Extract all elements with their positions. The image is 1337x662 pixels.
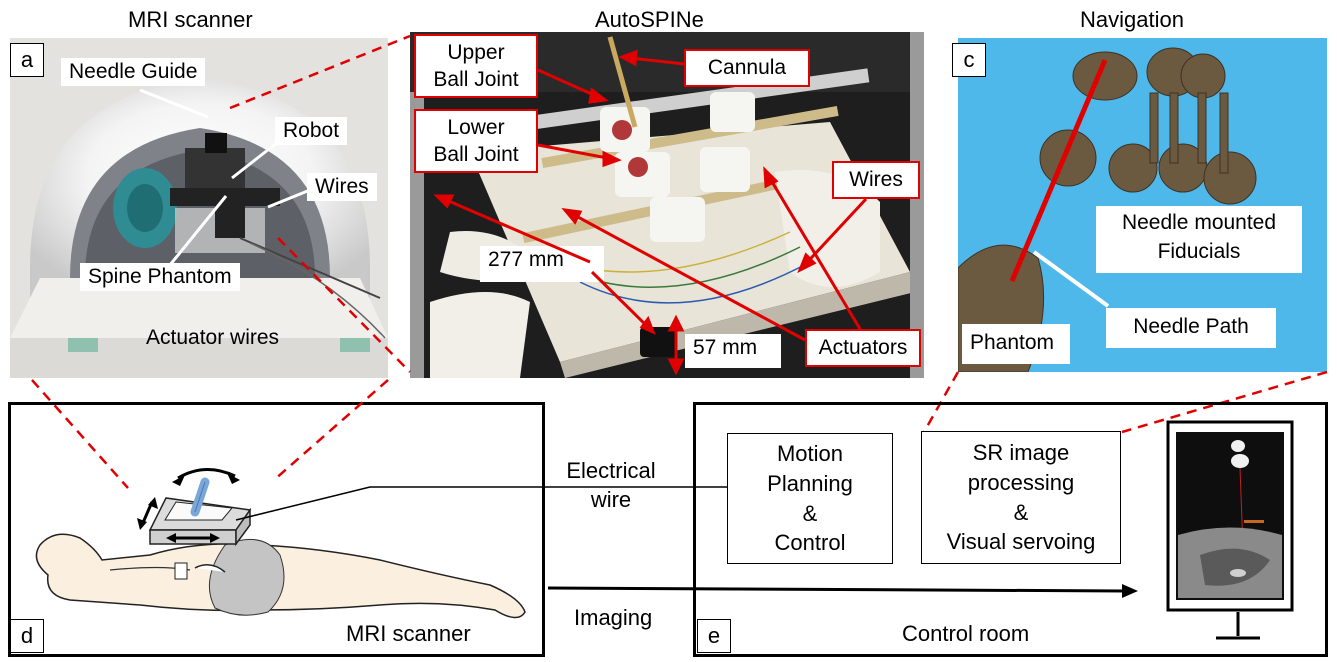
dash-a-to-d-left: [31, 379, 129, 489]
label-robot: Robot: [275, 117, 348, 145]
dash-a-to-d-right: [273, 379, 389, 481]
lower-ball-joint-text: Lower Ball Joint: [433, 115, 519, 166]
label-needle-path: Needle Path: [1106, 308, 1276, 348]
label-control-room: Control room: [902, 621, 1030, 646]
title-autospine: AutoSPINe: [595, 7, 704, 32]
motion-planning-box: Motion Planning & Control: [727, 433, 893, 564]
label-needle-guide: Needle Guide: [61, 58, 206, 86]
label-cannula: Cannula: [684, 49, 810, 87]
label-lower-ball-joint: Lower Ball Joint: [414, 109, 538, 173]
title-navigation: Navigation: [1080, 7, 1184, 32]
dash-a-to-b-bottom: [277, 237, 411, 373]
label-electrical-wire: Electrical wire: [566, 458, 656, 512]
panel-letter-a: a: [10, 43, 44, 77]
panel-d-box: [8, 402, 545, 657]
label-dimension-277: 277 mm: [480, 246, 604, 282]
label-actuators: Actuators: [805, 329, 921, 367]
label-actuator-wires: Actuator wires: [146, 326, 280, 349]
label-phantom: Phantom: [962, 324, 1070, 364]
sr-image-processing-text: SR image processing & Visual servoing: [946, 439, 1096, 555]
patient-drawing: [35, 468, 728, 619]
label-imaging: Imaging: [574, 605, 653, 630]
label-upper-ball-joint: Upper Ball Joint: [414, 34, 538, 98]
label-wires-a: Wires: [307, 173, 377, 201]
label-dimension-57: 57 mm: [685, 334, 781, 368]
fiducials-text: Needle mounted Fiducials: [1121, 211, 1277, 264]
motion-planning-text: Motion Planning & Control: [767, 440, 853, 556]
panel-letter-c: c: [952, 43, 986, 77]
panel-letter-d: d: [10, 619, 44, 653]
panel-letter-e: e: [697, 619, 731, 653]
label-spine-phantom: Spine Phantom: [80, 263, 240, 291]
title-mri-scanner: MRI scanner: [128, 7, 253, 32]
label-needle-mounted-fiducials: Needle mounted Fiducials: [1096, 206, 1302, 273]
label-wires-b: Wires: [832, 161, 920, 199]
mri-scanner-photo: [10, 38, 388, 378]
dash-a-to-b-top: [229, 34, 411, 110]
sr-image-processing-box: SR image processing & Visual servoing: [921, 431, 1121, 564]
upper-ball-joint-text: Upper Ball Joint: [433, 40, 519, 91]
label-d-mri-scanner: MRI scanner: [346, 621, 471, 646]
mri-scanner-drawing: [10, 38, 388, 378]
monitor-drawing: [1166, 420, 1294, 640]
panel-e-box: [693, 402, 1328, 657]
